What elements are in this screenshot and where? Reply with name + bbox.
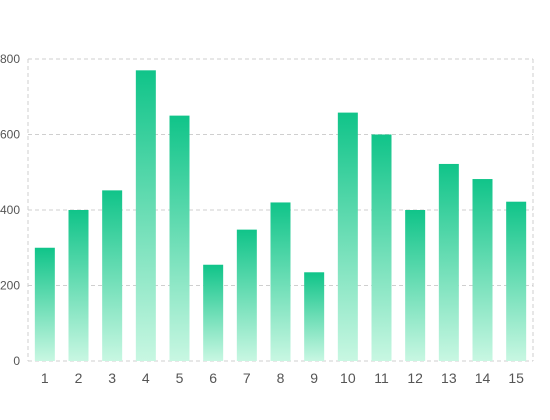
x-tick-label: 1: [41, 370, 49, 386]
x-tick-label: 7: [243, 370, 251, 386]
bar-7[interactable]: [236, 229, 257, 361]
x-tick-label: 9: [310, 370, 318, 386]
bar-13[interactable]: [438, 163, 459, 361]
bar-2[interactable]: [68, 210, 89, 361]
bar-3[interactable]: [102, 190, 123, 361]
x-tick-label: 14: [475, 370, 491, 386]
x-tick-label: 8: [277, 370, 285, 386]
x-tick-label: 15: [508, 370, 524, 386]
bar-8[interactable]: [270, 202, 291, 361]
x-tick-label: 13: [441, 370, 457, 386]
x-tick-label: 5: [176, 370, 184, 386]
bar-10[interactable]: [337, 112, 358, 361]
x-tick-label: 3: [108, 370, 116, 386]
y-tick-label: 400: [0, 203, 20, 217]
bar-5[interactable]: [169, 115, 190, 361]
x-tick-label: 12: [407, 370, 423, 386]
bar-1[interactable]: [34, 247, 55, 361]
y-tick-label: 600: [0, 128, 20, 142]
bar-6[interactable]: [203, 264, 224, 361]
bar-15[interactable]: [506, 201, 527, 361]
x-tick-label: 10: [340, 370, 356, 386]
x-axis-tick-labels: 1 2 3 4 5 6 7 8 9 10 11 12 13 14 15: [41, 370, 524, 386]
y-tick-label: 0: [13, 354, 20, 368]
bar-4[interactable]: [135, 70, 156, 361]
x-tick-label: 11: [374, 370, 389, 386]
bar-12[interactable]: [405, 210, 426, 361]
y-axis-tick-labels: 0 200 400 600 800: [0, 52, 20, 368]
x-tick-label: 4: [142, 370, 150, 386]
x-tick-label: 6: [209, 370, 217, 386]
bar-11[interactable]: [371, 134, 392, 362]
y-tick-label: 200: [0, 279, 20, 293]
bar-14[interactable]: [472, 179, 493, 361]
bar-9[interactable]: [304, 272, 325, 361]
x-tick-label: 2: [75, 370, 83, 386]
y-tick-label: 800: [0, 52, 20, 66]
bars: [34, 70, 527, 362]
